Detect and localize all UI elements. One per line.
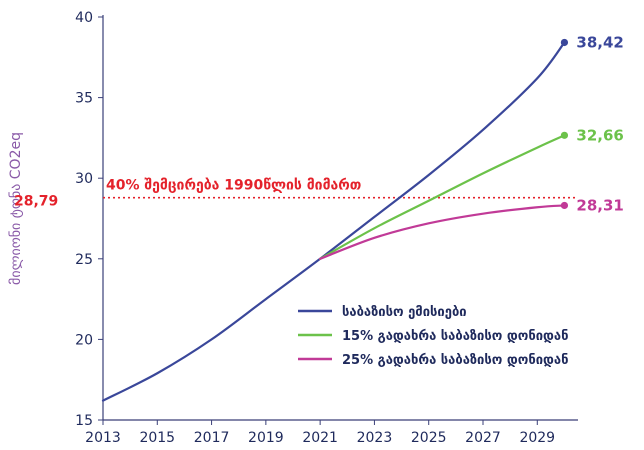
y-axis-label-group: მილიონი ტონა CO2eq bbox=[8, 132, 24, 285]
legend-label-0: საბაზისო ემისიები bbox=[342, 305, 467, 320]
y-tick-label: 30 bbox=[75, 171, 93, 187]
x-tick-label: 2029 bbox=[519, 430, 555, 446]
y-axis-label: მილიონი ტონა CO2eq bbox=[8, 132, 24, 285]
x-tick-label: 2023 bbox=[357, 430, 393, 446]
series-end-point-0 bbox=[560, 38, 569, 47]
x-tick-label: 2025 bbox=[411, 430, 447, 446]
reference-line-group: 28,79 40% შემცირება 1990წლის მიმართ bbox=[14, 178, 576, 210]
legend: საბაზისო ემისიები 15% გადახრა საბაზისო დო… bbox=[298, 305, 568, 368]
x-tick-label: 2017 bbox=[194, 430, 230, 446]
series-line-1 bbox=[319, 134, 566, 260]
x-tick-label: 2019 bbox=[248, 430, 284, 446]
series-end-point-1 bbox=[560, 131, 569, 139]
x-tick-label: 2021 bbox=[302, 430, 338, 446]
series-end-label-2: 28,31 bbox=[576, 196, 623, 214]
series-end-label-0: 38,42 bbox=[576, 33, 623, 51]
series-end-label-1: 32,66 bbox=[576, 126, 623, 144]
series-line-0 bbox=[101, 41, 566, 402]
series-group: 38,42 32,66 28,31 bbox=[101, 33, 624, 402]
y-tick-label: 40 bbox=[75, 10, 93, 26]
legend-label-1: 15% გადახრა საბაზისო დონიდან bbox=[342, 329, 568, 344]
series-end-point-2 bbox=[560, 201, 569, 210]
x-tick-label: 2015 bbox=[139, 430, 175, 446]
y-tick-label: 25 bbox=[75, 252, 93, 268]
y-tick-label: 15 bbox=[75, 413, 93, 429]
reference-line-label: 40% შემცირება 1990წლის მიმართ bbox=[106, 178, 361, 194]
y-tick-label: 35 bbox=[75, 91, 93, 107]
y-tick-label: 20 bbox=[75, 332, 93, 348]
reference-value-label: 28,79 bbox=[14, 194, 58, 210]
x-tick-label: 2013 bbox=[85, 430, 121, 446]
x-tick-label: 2027 bbox=[465, 430, 501, 446]
series-line-2 bbox=[319, 204, 566, 260]
legend-label-2: 25% გადახრა საბაზისო დონიდან bbox=[342, 353, 568, 368]
